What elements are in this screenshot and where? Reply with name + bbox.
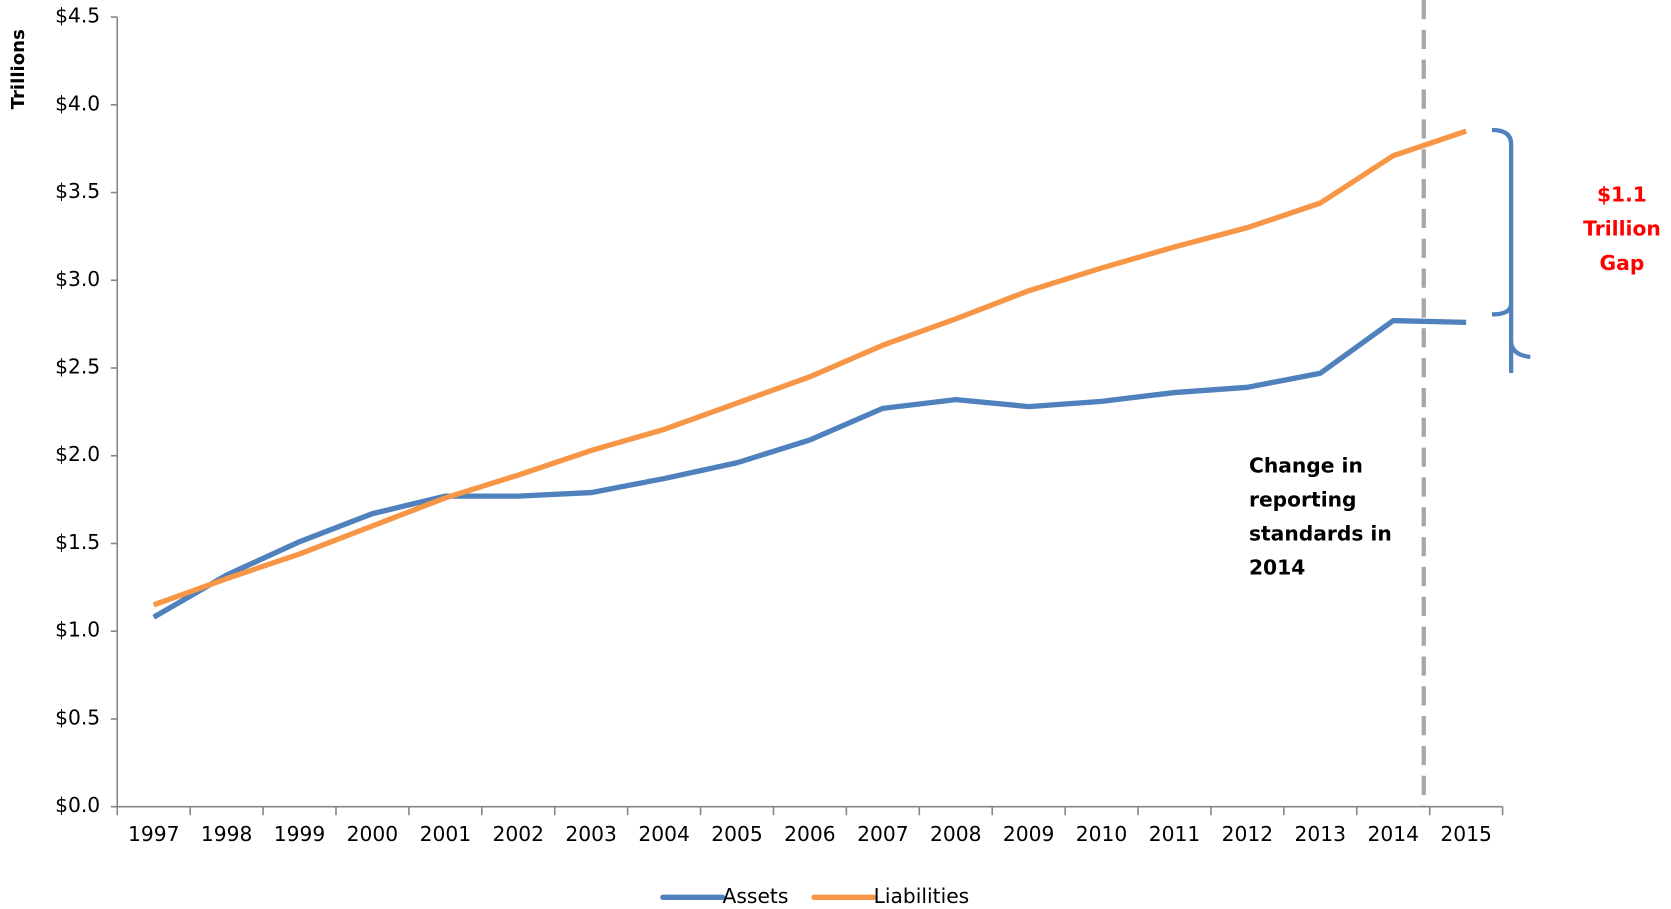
y-axis-label: Trillions: [8, 29, 29, 109]
x-tick-label: 2002: [493, 822, 545, 846]
x-tick-label: 2013: [1295, 822, 1347, 846]
x-tick-label: 2009: [1003, 822, 1055, 846]
annotation: reporting: [1249, 487, 1357, 511]
x-tick-label: 2007: [857, 822, 909, 846]
legend-label: Assets: [723, 884, 789, 908]
annotation: 2014: [1249, 556, 1305, 580]
y-tick-label: $3.0: [55, 267, 100, 291]
x-tick-label: 2005: [711, 822, 763, 846]
x-tick-label: 2015: [1440, 822, 1492, 846]
y-tick-label: $1.5: [55, 530, 100, 554]
x-tick-label: 1997: [128, 822, 180, 846]
annotation: Change in: [1249, 453, 1363, 477]
y-tick-label: $2.0: [55, 442, 100, 466]
gap-label: Trillion: [1583, 217, 1661, 241]
y-tick-label: $4.0: [55, 91, 100, 115]
x-tick-label: 2010: [1076, 822, 1128, 846]
x-tick-label: 2004: [638, 822, 690, 846]
x-tick-label: 2014: [1367, 822, 1419, 846]
y-tick-label: $2.5: [55, 355, 100, 379]
y-tick-label: $1.0: [55, 618, 100, 642]
x-tick-label: 2006: [784, 822, 836, 846]
x-tick-label: 2003: [565, 822, 617, 846]
x-tick-label: 1998: [201, 822, 253, 846]
x-tick-label: 2008: [930, 822, 982, 846]
y-tick-label: $4.5: [55, 4, 100, 28]
x-tick-label: 2012: [1222, 822, 1274, 846]
gap-label: $1.1: [1597, 183, 1647, 207]
x-tick-label: 2011: [1149, 822, 1201, 846]
gap-label: Gap: [1600, 251, 1645, 275]
data-line: [152, 128, 1467, 608]
x-tick-label: 2000: [347, 822, 398, 846]
y-tick-label: $0.0: [55, 793, 100, 817]
annotation: standards in: [1249, 521, 1392, 545]
legend-label: Liabilities: [874, 884, 970, 908]
data-line: [152, 317, 1467, 620]
gap-bracket: [1491, 127, 1531, 373]
y-tick-label: $0.5: [55, 705, 100, 729]
y-tick-label: $3.5: [55, 179, 100, 203]
x-tick-label: 2001: [420, 822, 471, 846]
x-tick-label: 1999: [274, 822, 325, 846]
